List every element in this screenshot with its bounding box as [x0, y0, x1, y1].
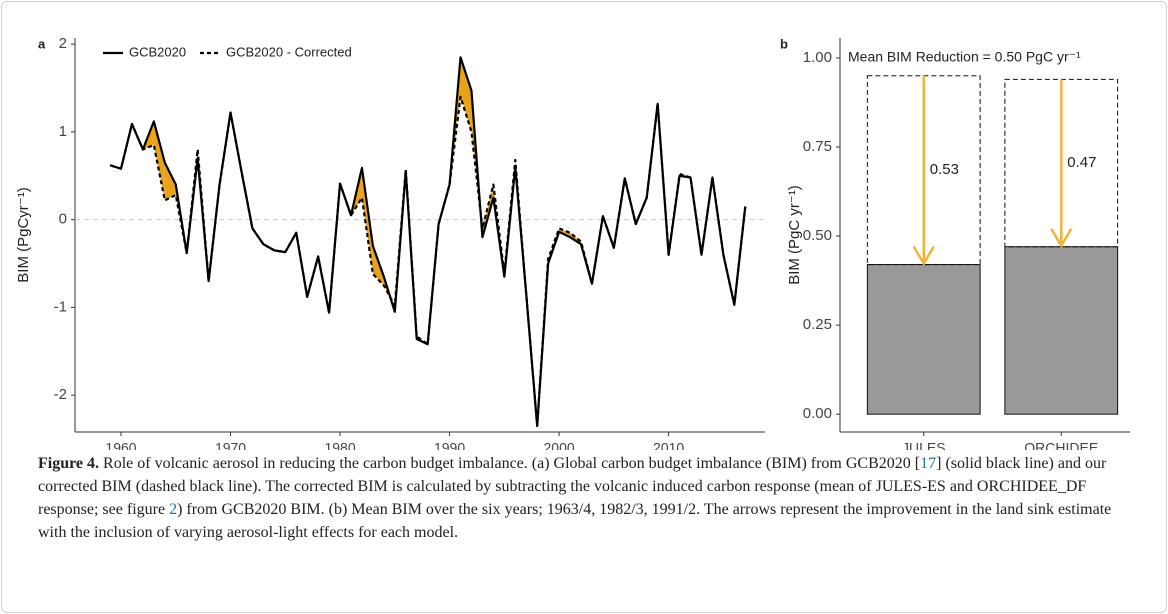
caption-reference[interactable]: 17: [920, 455, 937, 472]
difference-fill: [460, 57, 472, 132]
difference-fill: [164, 162, 176, 201]
series-line: [109, 95, 747, 427]
x-tick-label: 1990: [434, 440, 465, 450]
reduction-label: 0.53: [930, 161, 959, 178]
y-tick-label: 0: [59, 211, 67, 228]
x-tick-label: 2010: [653, 440, 684, 450]
caption-text: ] (solid black line) and our corrected B…: [38, 455, 1107, 518]
caption-label: Figure 4.: [38, 455, 100, 472]
difference-fill: [153, 121, 165, 201]
x-tick-label: 2000: [544, 440, 575, 450]
annotation: Mean BIM Reduction = 0.50 PgC yr⁻¹: [848, 49, 1081, 65]
arrow-head: [912, 245, 935, 267]
x-tick-label: JULES: [902, 440, 946, 450]
y-axis-label: BIM (PgCyr⁻¹): [15, 187, 32, 282]
legend-label: GCB2020: [129, 44, 186, 59]
x-tick-label: 1980: [324, 440, 355, 450]
y-tick-label: 0.75: [803, 138, 832, 155]
x-tick-label: 1970: [215, 440, 246, 450]
y-tick-label: -1: [54, 298, 67, 315]
bar: [1004, 246, 1119, 415]
x-tick-label: 1960: [105, 440, 136, 450]
y-tick-label: 2: [59, 35, 67, 52]
y-tick-label: 0.50: [803, 227, 832, 244]
caption-text: ) from GCB2020 BIM. (b) Mean BIM over th…: [38, 501, 1112, 541]
caption-text: Role of volcanic aerosol in reducing the…: [99, 455, 921, 472]
y-tick-label: 1.00: [803, 49, 832, 66]
x-tick-label: ORCHIDEE: [1024, 440, 1098, 450]
y-tick-label: 0.25: [803, 316, 832, 333]
charts: a BIM (PgCyr⁻¹) 2 1 0 -1 -2 1960 1970 1980 1990 200…: [15, 35, 1130, 450]
caption-reference[interactable]: 2: [169, 501, 178, 518]
panel-label: a: [38, 36, 46, 51]
caption: Figure 4. Role of volcanic aerosol in re…: [38, 452, 1133, 544]
reduction-label: 0.47: [1067, 154, 1096, 171]
y-tick-label: -2: [54, 386, 67, 403]
panel-label: b: [780, 36, 788, 51]
y-tick-label: 1: [59, 123, 67, 140]
y-tick-label: 0.00: [803, 405, 832, 422]
bar: [866, 264, 981, 415]
legend-label: GCB2020 - Corrected: [226, 44, 352, 59]
y-axis-label: BIM (PgC yr⁻¹): [786, 185, 803, 285]
arrow-head: [1050, 228, 1073, 249]
